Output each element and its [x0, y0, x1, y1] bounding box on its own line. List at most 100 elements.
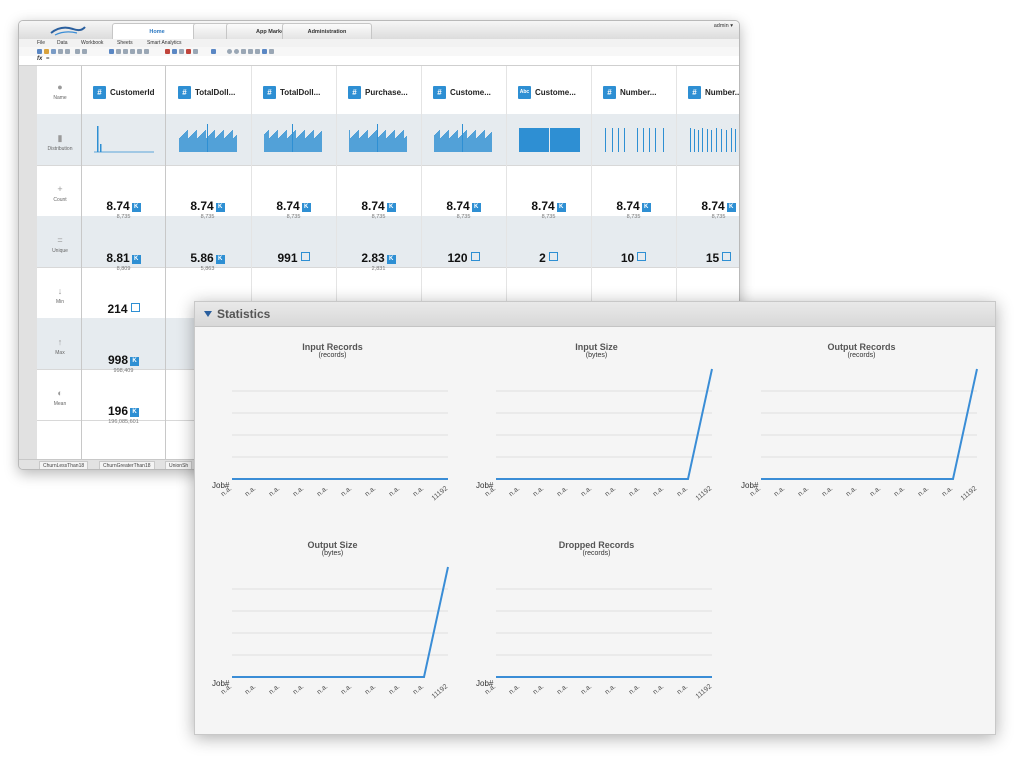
new-icon[interactable] — [37, 49, 42, 54]
distribution-bar — [204, 131, 205, 152]
menu-workbook[interactable]: Workbook — [81, 40, 104, 46]
chart-icon[interactable] — [165, 49, 170, 54]
view-icon[interactable] — [211, 49, 216, 54]
distribution-bar — [440, 138, 441, 152]
thousands-badge: K — [131, 203, 141, 212]
column-icon[interactable] — [123, 49, 128, 54]
table-icon[interactable] — [269, 49, 274, 54]
distribution-bar — [385, 130, 386, 152]
row-label-name: ● Name — [29, 82, 91, 102]
distribution-bar — [380, 135, 381, 152]
column-header[interactable]: # Purchase... — [348, 82, 408, 102]
distribution-bar — [282, 134, 283, 152]
distribution-bar — [216, 137, 217, 152]
distribution-bar — [221, 132, 222, 152]
number-type-icon: # — [688, 85, 701, 99]
distribution-bar — [387, 137, 388, 152]
delete-icon[interactable] — [186, 49, 191, 54]
tag-icon[interactable] — [193, 49, 198, 54]
help-icon[interactable] — [234, 49, 239, 54]
distribution-bar — [467, 138, 468, 152]
grid-icon[interactable] — [262, 49, 267, 54]
x-tick-label: n.a. — [604, 485, 617, 498]
distribution-bar — [296, 138, 297, 152]
link-icon[interactable] — [179, 49, 184, 54]
distribution-bar — [284, 132, 285, 152]
sheet-tab[interactable]: UnionSh — [165, 461, 193, 469]
distribution-bar — [389, 135, 390, 152]
column-header[interactable]: # Custome... — [433, 82, 491, 102]
undo-icon[interactable] — [75, 49, 80, 54]
split-icon[interactable] — [130, 49, 135, 54]
menu-file[interactable]: File — [37, 40, 46, 46]
import-icon[interactable] — [255, 49, 260, 54]
nav-tab-home[interactable]: Home — [112, 23, 202, 39]
formula-icon[interactable] — [144, 49, 149, 54]
distribution-bar — [446, 132, 447, 152]
distribution-bar — [278, 138, 279, 152]
nav-tab-administration[interactable]: Administration — [282, 23, 372, 39]
export-icon[interactable] — [248, 49, 253, 54]
x-tick-label: n.a. — [340, 485, 353, 498]
column-header[interactable]: # TotalDoll... — [178, 82, 235, 102]
menu-sheets[interactable]: Sheets — [117, 40, 133, 46]
distribution-bar — [402, 131, 403, 152]
refresh-icon[interactable] — [172, 49, 177, 54]
sort-icon[interactable] — [116, 49, 121, 54]
open-icon[interactable] — [44, 49, 49, 54]
distribution-bar — [232, 130, 233, 152]
distribution-bar — [377, 124, 378, 152]
distribution-bar — [202, 133, 203, 152]
cell-value: 8.74 K — [336, 199, 421, 213]
cell-subvalue: 8,735 — [371, 214, 386, 220]
count-cell: 8.74 K 8,735 — [421, 199, 506, 220]
distribution-bar — [378, 137, 379, 152]
cell-subvalue: 196,085,601 — [108, 419, 139, 425]
settings-icon[interactable] — [241, 49, 246, 54]
filter-icon[interactable] — [109, 49, 114, 54]
column-header[interactable]: # Number... — [603, 82, 656, 102]
distribution-bar — [185, 132, 186, 152]
distribution-bar — [478, 136, 479, 152]
distribution-bar — [234, 137, 235, 152]
exact-value-icon — [722, 252, 732, 261]
merge-icon[interactable] — [137, 49, 142, 54]
copy-icon[interactable] — [58, 49, 63, 54]
person-icon: ● — [57, 82, 63, 92]
distribution-bar — [205, 130, 206, 152]
redo-icon[interactable] — [82, 49, 87, 54]
unique-cell: 5.86 K 5,863 — [165, 251, 250, 272]
menu-smart-analytics[interactable]: Smart Analytics — [147, 40, 182, 46]
column-header[interactable]: Abc Custome... — [518, 85, 576, 99]
distribution-bar — [481, 133, 482, 152]
paste-icon[interactable] — [65, 49, 70, 54]
column-header[interactable]: # Number... — [688, 82, 739, 102]
distribution-bar — [312, 131, 313, 152]
distribution-bar — [471, 134, 472, 152]
distribution-bar — [368, 138, 369, 152]
distribution-bar — [264, 134, 265, 152]
save-icon[interactable] — [51, 49, 56, 54]
user-menu[interactable]: admin ▾ — [714, 23, 733, 29]
distribution-bar — [180, 137, 181, 152]
sheet-tab[interactable]: ChurnGreaterThan18 — [99, 461, 155, 469]
chart-subtitle: (records) — [582, 550, 611, 557]
distribution-bar — [269, 138, 270, 152]
formula-icon-label: fx — [37, 56, 43, 62]
distribution-bar — [474, 131, 475, 152]
column-header[interactable]: # CustomerId — [93, 82, 154, 102]
distribution-bar — [355, 133, 356, 152]
distribution-bar — [439, 130, 440, 152]
distribution-bar — [711, 130, 712, 152]
sheet-tab[interactable]: ChurnLessThan18 — [39, 461, 89, 469]
x-tick-label: 11192 — [695, 683, 714, 700]
formula-input[interactable]: = — [46, 56, 50, 62]
x-tick-label: 11192 — [431, 485, 450, 502]
column-header[interactable]: # TotalDoll... — [263, 82, 320, 102]
distribution-bar — [316, 136, 317, 152]
menu-data[interactable]: Data — [57, 40, 68, 46]
collapse-triangle-icon[interactable] — [204, 311, 212, 317]
info-icon[interactable] — [227, 49, 232, 54]
statistics-header[interactable]: Statistics — [195, 302, 995, 327]
distribution-bar — [226, 136, 227, 152]
